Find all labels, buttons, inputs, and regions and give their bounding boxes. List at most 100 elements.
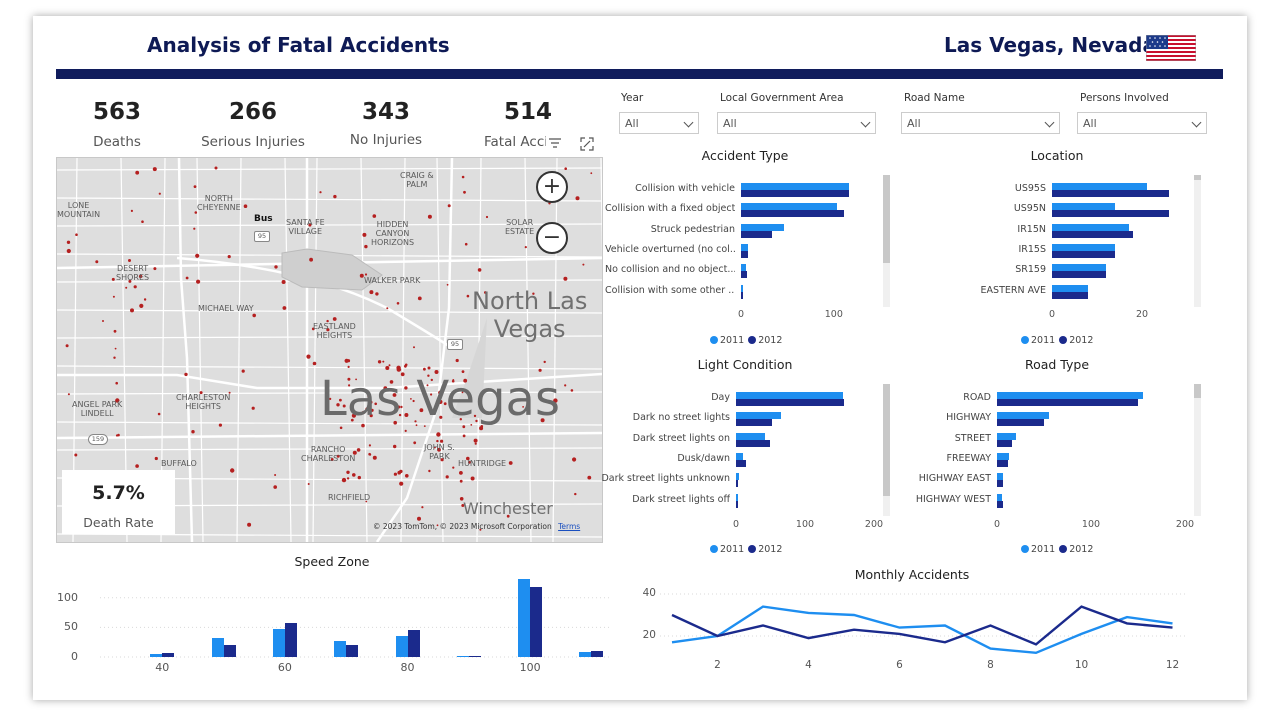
- bar-2012[interactable]: [1052, 230, 1133, 238]
- bar-2012[interactable]: [736, 419, 772, 427]
- bar-2011[interactable]: [741, 243, 748, 251]
- filter-persons-select[interactable]: All: [1077, 112, 1207, 134]
- bar-2011[interactable]: [997, 452, 1010, 460]
- category-label: IR15S: [1018, 243, 1046, 255]
- legend-item-2011[interactable]: 2011: [710, 544, 744, 555]
- bar-2012[interactable]: [1052, 291, 1088, 299]
- accident-point: [423, 367, 426, 371]
- zoom-out-button[interactable]: −: [536, 222, 568, 254]
- bar-2012[interactable]: [407, 629, 420, 657]
- bar-2011[interactable]: [1052, 284, 1088, 292]
- bar-2011[interactable]: [272, 629, 285, 657]
- bar-2011[interactable]: [997, 392, 1143, 399]
- bar-2012[interactable]: [530, 587, 543, 657]
- bar-2011[interactable]: [736, 493, 738, 501]
- legend-item-2012[interactable]: 2012: [748, 544, 782, 555]
- bar-2011[interactable]: [741, 223, 784, 231]
- bar-2012[interactable]: [997, 480, 1003, 488]
- bar-2012[interactable]: [1052, 210, 1169, 218]
- legend-item-2012[interactable]: 2012: [1059, 544, 1093, 555]
- bar-2012[interactable]: [736, 500, 738, 508]
- bar-2011[interactable]: [741, 183, 849, 190]
- bar-2011[interactable]: [997, 493, 1002, 501]
- bar-2012[interactable]: [736, 480, 738, 488]
- focus-mode-icon[interactable]: [580, 137, 594, 151]
- line-series-2011[interactable]: [671, 605, 1173, 655]
- bar-2011[interactable]: [997, 473, 1003, 481]
- bar-2011[interactable]: [741, 203, 837, 211]
- map-label-charleston-heights: CHARLESTON HEIGHTS: [176, 393, 231, 411]
- bar-2011[interactable]: [395, 636, 408, 657]
- accident-point: [473, 414, 477, 418]
- bar-2012[interactable]: [997, 459, 1009, 467]
- accident-point: [404, 386, 408, 390]
- bar-2012[interactable]: [1052, 190, 1169, 197]
- scrollbar-thumb[interactable]: [1194, 384, 1201, 398]
- bar-2011[interactable]: [1052, 203, 1115, 211]
- bar-2011[interactable]: [1052, 264, 1106, 272]
- bar-2012[interactable]: [346, 645, 359, 657]
- filter-road-name-select[interactable]: All: [901, 112, 1060, 134]
- bar-2012[interactable]: [736, 459, 747, 467]
- bar-2012[interactable]: [736, 399, 845, 406]
- chart-scrollbar[interactable]: [1194, 384, 1201, 516]
- line-series-2012[interactable]: [671, 605, 1173, 646]
- bar-2012[interactable]: [997, 419, 1044, 427]
- bar-2012[interactable]: [997, 439, 1013, 447]
- bar-2011[interactable]: [334, 641, 347, 657]
- bar-2012[interactable]: [741, 230, 772, 238]
- bar-2011[interactable]: [736, 432, 765, 440]
- bar-2012[interactable]: [1052, 250, 1115, 258]
- filter-icon[interactable]: [548, 137, 562, 149]
- legend-item-2011[interactable]: 2011: [1021, 335, 1055, 346]
- bar-2012[interactable]: [741, 271, 747, 279]
- bar-2012[interactable]: [997, 500, 1003, 508]
- bar-2011[interactable]: [456, 655, 469, 657]
- bar-2012[interactable]: [741, 250, 748, 258]
- filter-year-select[interactable]: All: [619, 112, 699, 134]
- bar-2012[interactable]: [468, 655, 481, 657]
- bar-2011[interactable]: [741, 284, 743, 292]
- chart-scrollbar[interactable]: [1194, 175, 1201, 307]
- bar-2011[interactable]: [997, 432, 1016, 440]
- bar-2012[interactable]: [997, 399, 1138, 406]
- bar-2012[interactable]: [736, 439, 770, 447]
- kpi-fatal-accidents-value: 514: [503, 99, 552, 125]
- bar-2011[interactable]: [150, 654, 163, 657]
- bar-2011[interactable]: [211, 638, 224, 657]
- accident-point: [427, 374, 430, 377]
- bar-2012[interactable]: [741, 210, 845, 218]
- bar-2011[interactable]: [736, 412, 781, 420]
- bar-2012[interactable]: [741, 291, 743, 299]
- chart-title: Monthly Accidents: [854, 567, 970, 582]
- bar-2012[interactable]: [591, 651, 604, 657]
- bar-2011[interactable]: [579, 651, 592, 657]
- bar-2011[interactable]: [1052, 223, 1129, 231]
- scrollbar-thumb[interactable]: [1194, 175, 1201, 180]
- bar-2011[interactable]: [518, 578, 531, 657]
- bar-2011[interactable]: [741, 264, 746, 272]
- scrollbar-thumb[interactable]: [883, 384, 890, 496]
- bar-2012[interactable]: [162, 653, 175, 657]
- accident-point: [400, 372, 405, 377]
- bar-2011[interactable]: [1052, 243, 1115, 251]
- legend-item-2012[interactable]: 2012: [1059, 335, 1093, 346]
- bar-2011[interactable]: [736, 452, 743, 460]
- filter-lga-select[interactable]: All: [717, 112, 876, 134]
- bar-2012[interactable]: [1052, 271, 1106, 279]
- zoom-in-button[interactable]: +: [536, 171, 568, 203]
- scrollbar-thumb[interactable]: [883, 175, 890, 263]
- bar-2012[interactable]: [223, 644, 236, 657]
- bar-2011[interactable]: [736, 473, 739, 481]
- bar-2011[interactable]: [1052, 183, 1147, 190]
- legend-item-2011[interactable]: 2011: [710, 335, 744, 346]
- kpi-deaths-value: 563: [92, 99, 141, 125]
- map-terms-link[interactable]: Terms: [558, 522, 581, 531]
- bar-2012[interactable]: [741, 190, 849, 197]
- bar-2011[interactable]: [736, 392, 843, 399]
- bar-2012[interactable]: [284, 622, 297, 657]
- bar-2011[interactable]: [997, 412, 1049, 420]
- legend-item-2012[interactable]: 2012: [748, 335, 782, 346]
- accident-point: [351, 413, 356, 418]
- legend-item-2011[interactable]: 2011: [1021, 544, 1055, 555]
